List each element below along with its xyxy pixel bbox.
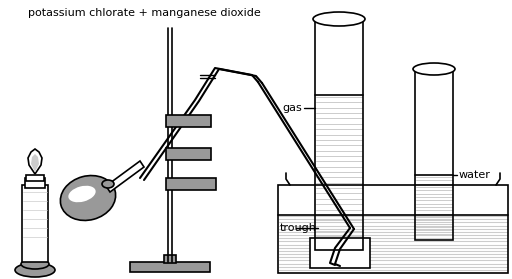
Bar xyxy=(25,178,45,188)
Bar xyxy=(130,262,210,272)
Bar xyxy=(310,238,370,268)
Polygon shape xyxy=(106,161,144,192)
Text: potassium chlorate + manganese dioxide: potassium chlorate + manganese dioxide xyxy=(28,8,261,18)
Ellipse shape xyxy=(413,63,455,75)
Bar xyxy=(164,255,176,263)
Bar xyxy=(278,185,508,273)
Bar xyxy=(315,22,363,250)
Polygon shape xyxy=(31,154,39,172)
Ellipse shape xyxy=(21,259,49,269)
Ellipse shape xyxy=(60,175,116,220)
Bar xyxy=(415,71,453,240)
Polygon shape xyxy=(28,149,42,174)
Ellipse shape xyxy=(313,12,365,26)
Bar xyxy=(22,185,48,262)
Text: gas: gas xyxy=(282,103,302,113)
Text: water: water xyxy=(459,170,491,180)
Bar xyxy=(166,148,211,160)
Text: trough: trough xyxy=(280,223,317,233)
Bar xyxy=(166,115,211,127)
Ellipse shape xyxy=(68,186,96,202)
Bar xyxy=(166,178,216,190)
Bar xyxy=(26,175,44,181)
Ellipse shape xyxy=(102,180,114,188)
Ellipse shape xyxy=(15,263,55,277)
